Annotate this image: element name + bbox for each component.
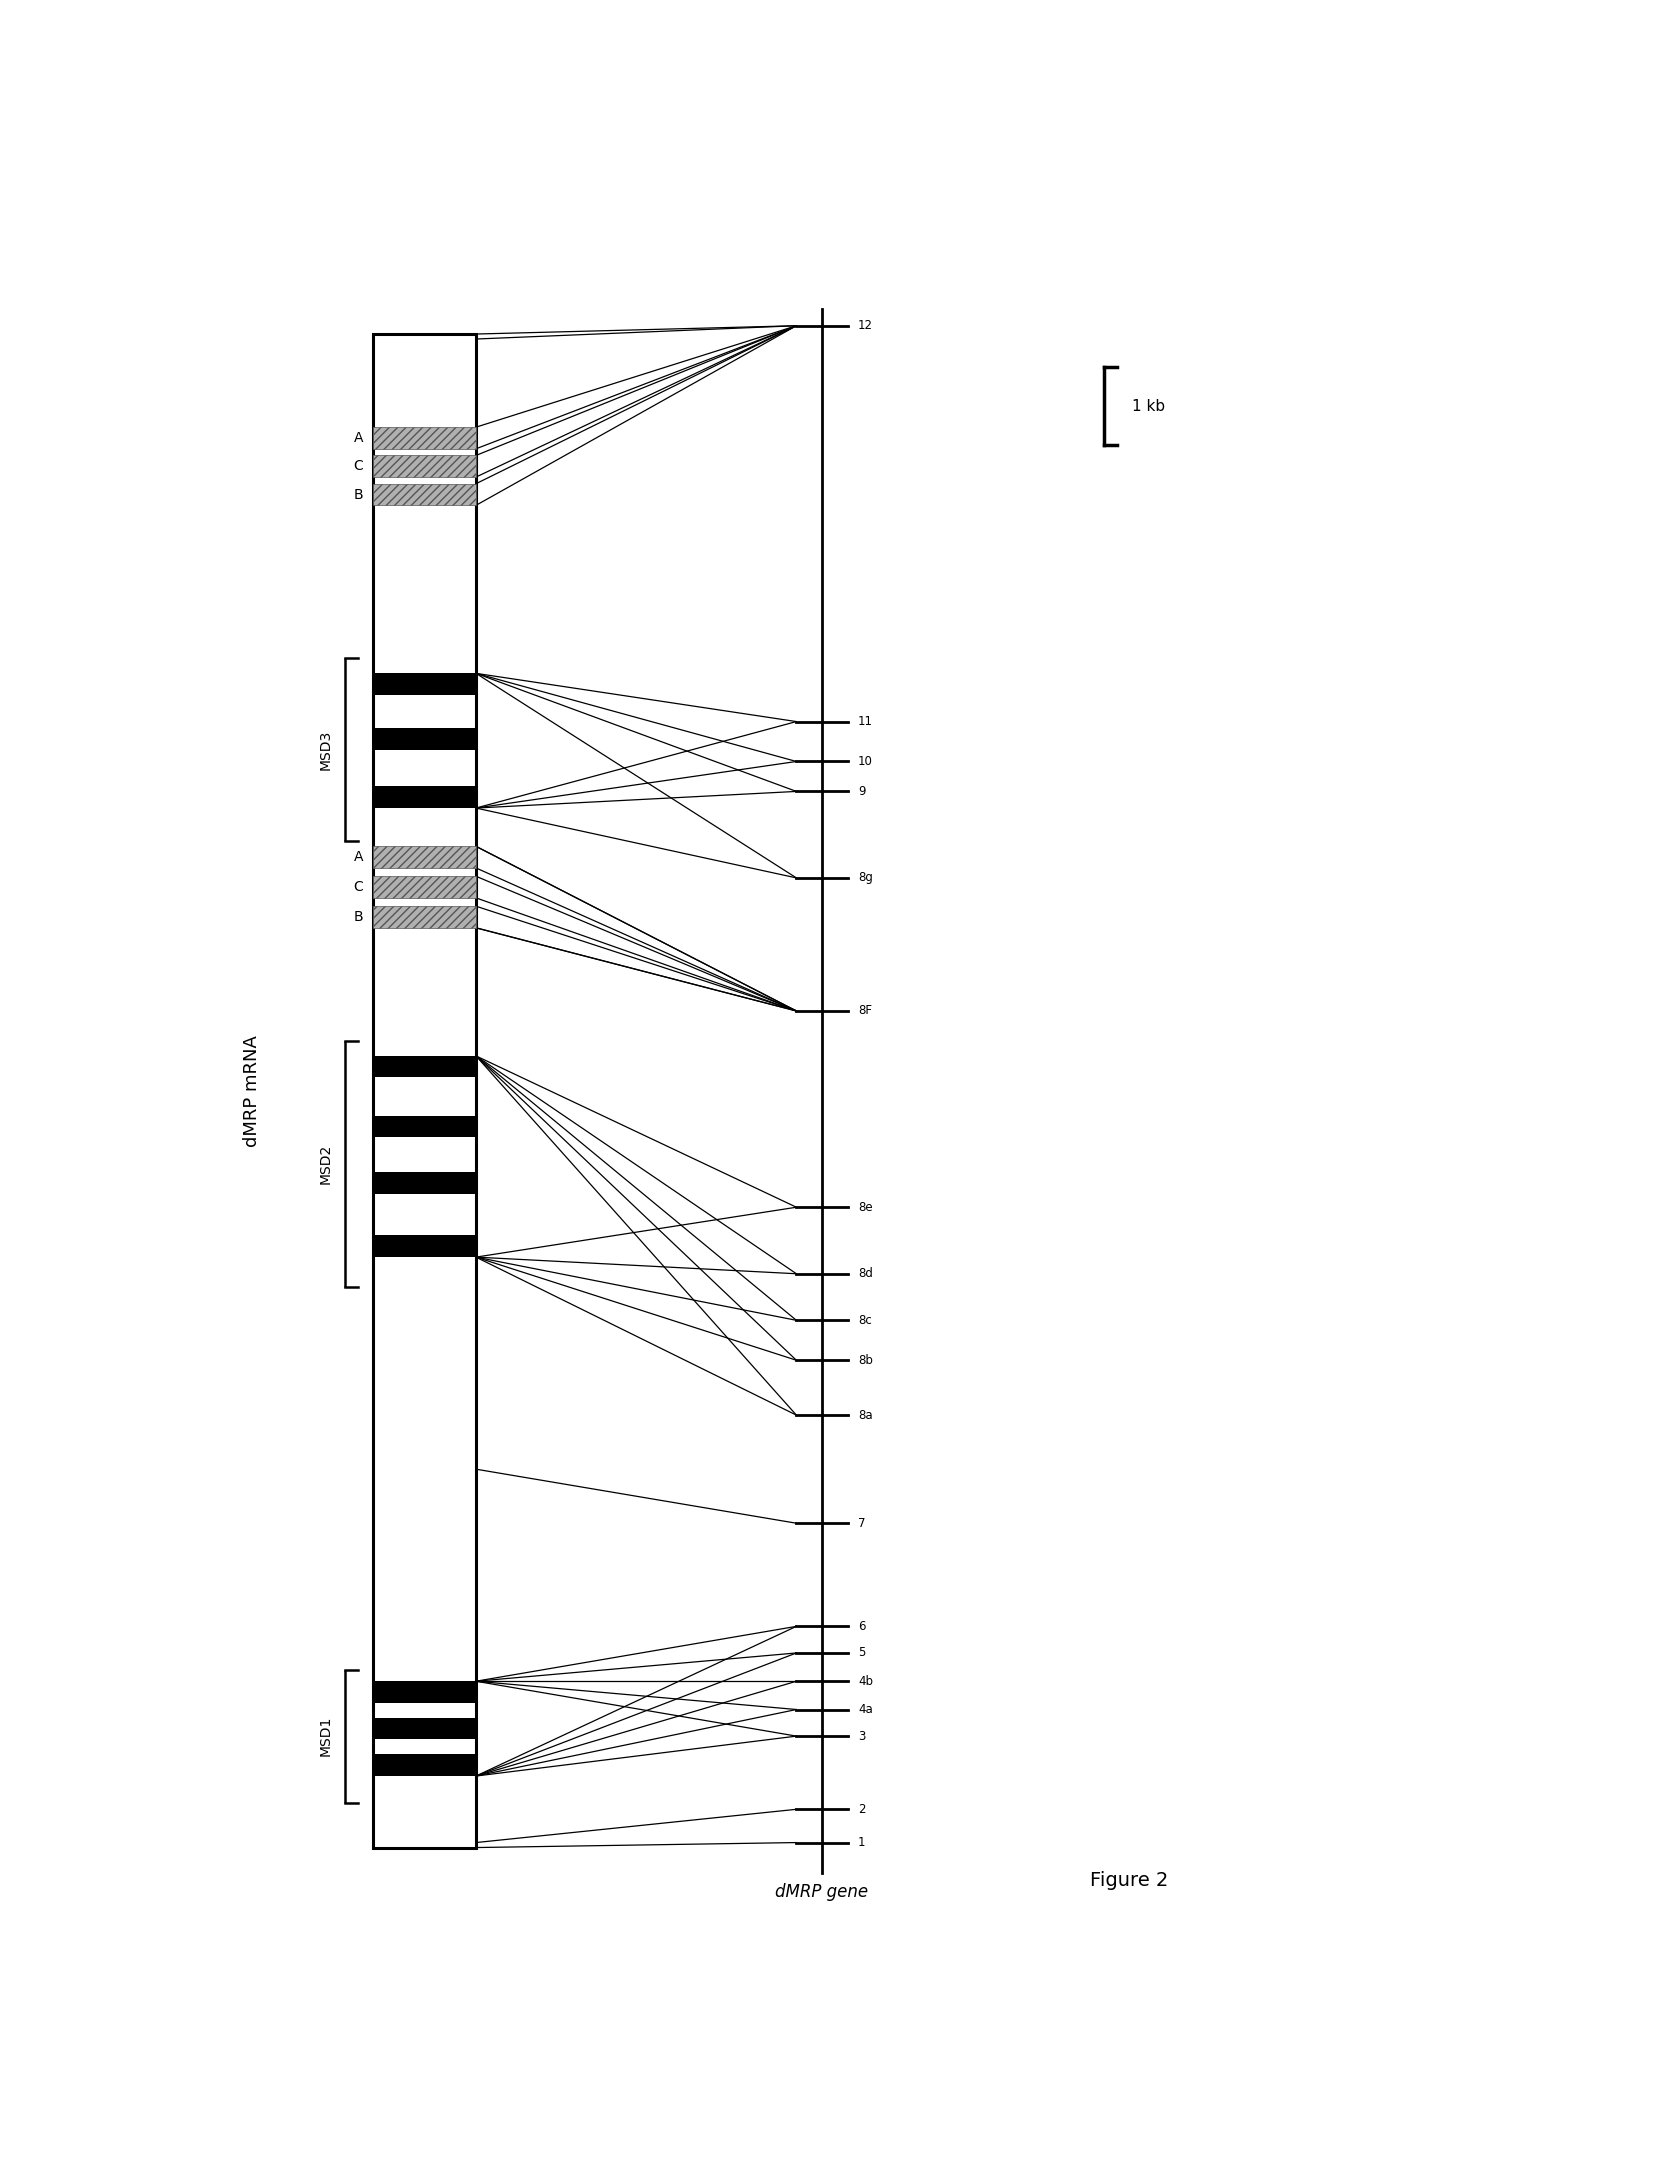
Text: B: B <box>354 909 364 924</box>
Text: A: A <box>354 432 364 445</box>
Text: Figure 2: Figure 2 <box>1090 1871 1169 1890</box>
Text: 4b: 4b <box>858 1674 873 1687</box>
Bar <box>374 674 476 696</box>
Text: dMRP mRNA: dMRP mRNA <box>243 1035 261 1147</box>
Bar <box>374 728 476 750</box>
Text: 6: 6 <box>858 1620 865 1633</box>
Text: MSD2: MSD2 <box>319 1145 332 1184</box>
Text: 5: 5 <box>858 1646 865 1659</box>
Text: dMRP gene: dMRP gene <box>776 1884 868 1901</box>
Text: 10: 10 <box>858 756 873 769</box>
Bar <box>374 1717 476 1739</box>
Text: A: A <box>354 851 364 864</box>
Bar <box>374 877 476 899</box>
Bar <box>374 847 476 868</box>
Text: 8F: 8F <box>858 1004 872 1017</box>
Text: C: C <box>354 460 364 473</box>
Text: 1: 1 <box>858 1836 865 1849</box>
Bar <box>374 1056 476 1078</box>
Text: 9: 9 <box>858 784 865 797</box>
Bar <box>374 456 476 477</box>
Text: 8e: 8e <box>858 1201 873 1214</box>
Bar <box>374 1680 476 1702</box>
Text: 12: 12 <box>858 320 873 333</box>
Text: MSD3: MSD3 <box>319 730 332 769</box>
Bar <box>374 1173 476 1194</box>
Text: 8d: 8d <box>858 1268 873 1281</box>
Text: 8c: 8c <box>858 1313 872 1326</box>
Text: 8g: 8g <box>858 870 873 883</box>
Bar <box>374 1754 476 1776</box>
Text: 8b: 8b <box>858 1354 873 1367</box>
Text: 3: 3 <box>858 1730 865 1743</box>
Bar <box>374 484 476 505</box>
Text: 8a: 8a <box>858 1408 873 1421</box>
Text: 1 kb: 1 kb <box>1133 400 1166 415</box>
Text: MSD1: MSD1 <box>319 1715 332 1756</box>
Text: 11: 11 <box>858 715 873 728</box>
Text: 7: 7 <box>858 1516 865 1529</box>
Text: 4a: 4a <box>858 1702 873 1715</box>
Bar <box>374 1117 476 1138</box>
Text: 2: 2 <box>858 1804 865 1817</box>
Bar <box>374 786 476 808</box>
Text: B: B <box>354 488 364 501</box>
Bar <box>374 428 476 449</box>
Text: C: C <box>354 879 364 894</box>
Bar <box>374 335 476 1847</box>
Bar <box>374 907 476 929</box>
Bar <box>374 1236 476 1257</box>
